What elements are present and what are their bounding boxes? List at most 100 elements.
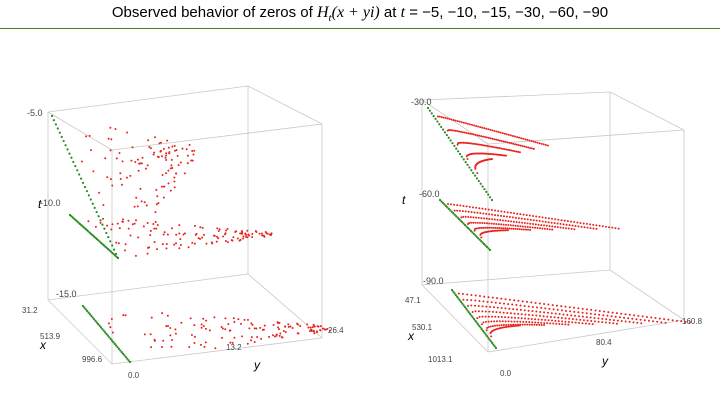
- zero-point: [566, 220, 569, 223]
- zero-point: [173, 149, 176, 152]
- zero-point: [515, 221, 518, 224]
- zero-point: [468, 142, 471, 145]
- zero-point: [466, 298, 469, 301]
- real-zero-point: [126, 357, 129, 360]
- real-zero-point: [475, 177, 479, 180]
- zero-point: [131, 146, 134, 149]
- zero-point: [550, 221, 553, 224]
- zero-point: [464, 210, 467, 213]
- real-zero-point: [488, 248, 492, 252]
- real-zero-point: [109, 337, 112, 341]
- zero-point: [215, 240, 218, 243]
- zero-point: [639, 318, 642, 321]
- zero-point: [581, 322, 584, 325]
- real-zero-point: [84, 227, 87, 231]
- zero-point: [277, 326, 280, 329]
- zero-point: [153, 227, 156, 230]
- real-zero-point: [480, 328, 483, 331]
- zero-point: [183, 172, 186, 175]
- zero-point: [530, 317, 533, 320]
- zero-point: [505, 148, 508, 151]
- zero-point: [480, 323, 483, 326]
- zero-point: [475, 143, 478, 146]
- zero-point: [508, 227, 511, 230]
- real-zero-point: [81, 225, 84, 228]
- real-zero-point: [466, 226, 470, 230]
- zero-point: [534, 318, 537, 321]
- zero-point: [519, 304, 522, 307]
- zero-point: [173, 243, 176, 246]
- zero-point: [564, 320, 567, 323]
- zero-point: [502, 324, 505, 327]
- zero-point: [242, 237, 245, 240]
- zero-point: [522, 213, 525, 216]
- zero-point: [462, 298, 465, 301]
- real-zero-point: [491, 341, 494, 344]
- zero-point: [250, 322, 253, 325]
- zero-point: [544, 220, 547, 223]
- zero-point: [239, 238, 242, 241]
- zero-point: [532, 140, 535, 143]
- zero-point: [469, 132, 472, 135]
- zero-point: [154, 221, 157, 224]
- zero-point: [544, 143, 547, 146]
- real-zero-point: [103, 227, 106, 230]
- zero-point: [684, 320, 687, 323]
- zero-point: [601, 225, 604, 228]
- zero-point: [449, 129, 452, 132]
- zero-point: [275, 333, 278, 336]
- real-zero-point: [478, 324, 481, 327]
- real-zero-point: [109, 240, 112, 243]
- zero-point: [222, 235, 225, 238]
- zero-point: [171, 227, 174, 230]
- real-zero-point: [97, 323, 100, 326]
- zero-point: [532, 147, 535, 150]
- zero-point: [156, 248, 159, 251]
- zero-point: [284, 331, 287, 334]
- zero-point: [517, 150, 520, 153]
- zero-point: [256, 335, 259, 338]
- zero-point: [199, 343, 202, 346]
- zero-point: [122, 218, 125, 221]
- real-zero-point: [64, 144, 67, 147]
- zero-point: [559, 226, 562, 229]
- zero-point: [276, 321, 279, 324]
- real-zero-point: [119, 349, 122, 352]
- zero-point: [224, 328, 227, 331]
- zero-point: [500, 324, 503, 327]
- real-zero-point: [466, 309, 469, 312]
- zero-point: [612, 322, 615, 325]
- zero-point: [477, 304, 480, 307]
- zero-point: [595, 224, 598, 227]
- real-zero-point: [476, 323, 479, 326]
- zero-point: [436, 115, 439, 118]
- zero-point: [598, 313, 601, 316]
- zero-point: [601, 317, 604, 320]
- zero-point: [538, 220, 541, 223]
- zero-point: [447, 203, 449, 205]
- box-edge: [47, 299, 113, 365]
- zero-point: [528, 323, 531, 326]
- zero-point: [535, 310, 538, 313]
- real-zero-point: [438, 198, 442, 202]
- zero-point: [604, 321, 607, 324]
- zero-point: [525, 214, 528, 217]
- zero-point: [546, 228, 549, 231]
- zero-point: [260, 337, 263, 340]
- zero-point: [608, 321, 611, 324]
- zero-point: [566, 313, 569, 316]
- zero-point: [178, 247, 181, 250]
- zero-point: [190, 159, 193, 162]
- z-axis-label: t: [402, 193, 406, 207]
- real-zero-point: [93, 206, 96, 209]
- zero-point: [493, 222, 496, 225]
- zero-point: [660, 321, 663, 324]
- zero-point: [460, 121, 463, 124]
- zero-point: [627, 317, 630, 320]
- zero-point: [462, 141, 465, 144]
- zero-point: [111, 184, 114, 187]
- zero-point: [518, 228, 521, 231]
- zero-point: [577, 307, 580, 310]
- zero-point: [500, 140, 503, 143]
- zero-point: [165, 242, 168, 245]
